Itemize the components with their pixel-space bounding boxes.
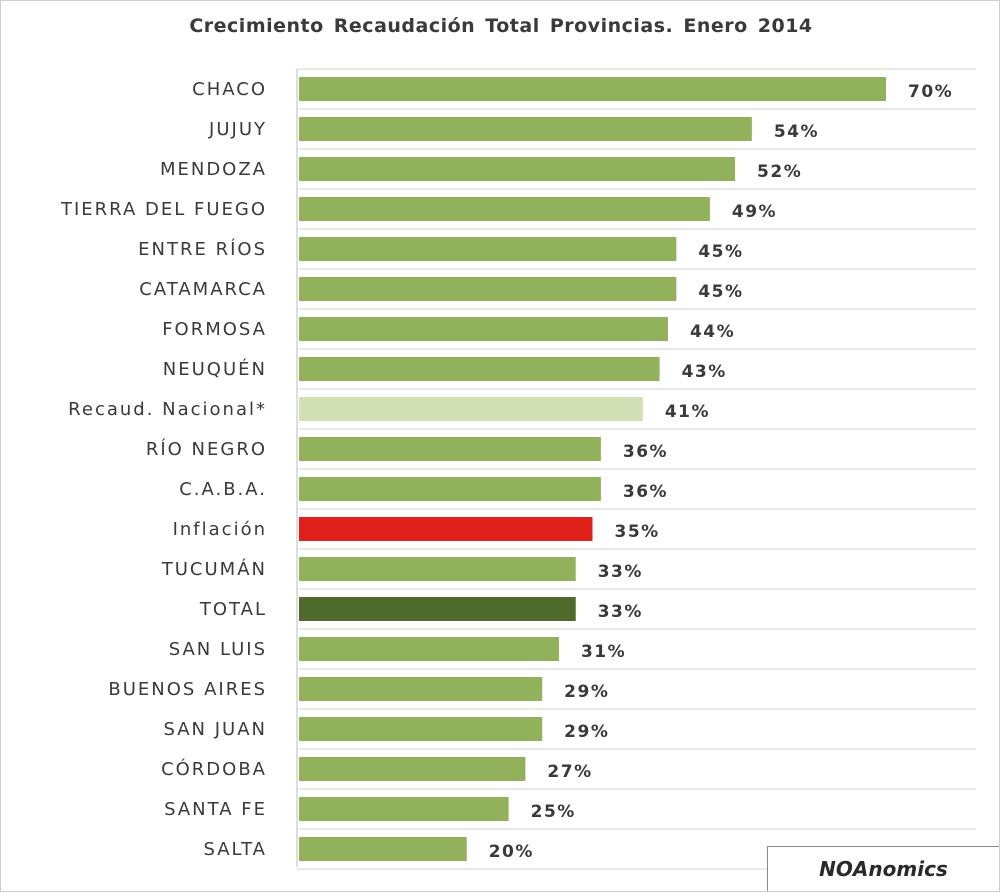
bar (299, 597, 576, 621)
bar-row: TUCUMÁN 33% (161, 557, 643, 582)
bar-row: CÓRDOBA 27% (161, 757, 592, 782)
bar (299, 477, 601, 501)
bar-row: CATAMARCA 45% (139, 277, 743, 302)
bar (299, 117, 752, 141)
category-label: NEUQUÉN (163, 358, 267, 380)
category-label: SALTA (203, 839, 267, 860)
bar (299, 197, 710, 221)
data-label: 49% (732, 202, 777, 222)
data-label: 70% (908, 82, 953, 102)
category-label: TOTAL (199, 599, 267, 620)
bar-row: ENTRE RÍOS 45% (138, 237, 743, 262)
category-label: FORMOSA (162, 319, 267, 340)
category-label: RÍO NEGRO (146, 438, 267, 460)
category-label: SAN LUIS (169, 639, 267, 660)
data-label: 44% (690, 322, 735, 342)
bar (299, 517, 593, 541)
data-label: 54% (774, 122, 819, 142)
bar-row: Recaud. Nacional* 41% (68, 397, 710, 422)
data-label: 31% (581, 642, 626, 662)
bar-row: NEUQUÉN 43% (163, 357, 727, 382)
bar (299, 717, 543, 741)
data-label: 33% (598, 602, 643, 622)
data-label: 41% (665, 402, 710, 422)
bar (299, 157, 736, 181)
data-label: 36% (623, 442, 668, 462)
data-label: 45% (698, 242, 743, 262)
category-label: Inflación (173, 519, 267, 540)
bar-row: MENDOZA 52% (160, 157, 802, 182)
bar (299, 557, 576, 581)
bar (299, 277, 677, 301)
category-label: JUJUY (208, 119, 267, 140)
bar-row: SAN JUAN 29% (163, 717, 609, 742)
data-label: 43% (682, 362, 727, 382)
bar-row: JUJUY 54% (208, 117, 819, 142)
bar-row: TOTAL 33% (199, 597, 643, 622)
data-label: 36% (623, 482, 668, 502)
bars: CHACO 70% JUJUY 54% MENDOZA 52% TIERRA DEL FUE… (60, 77, 953, 862)
bar-row: Inflación 35% (173, 517, 660, 542)
data-label: 25% (531, 802, 576, 822)
bar (299, 397, 643, 421)
category-label: SANTA FE (164, 799, 267, 820)
bar (299, 77, 886, 101)
category-label: Recaud. Nacional* (68, 399, 267, 420)
data-label: 20% (489, 842, 534, 862)
bar (299, 437, 601, 461)
bar (299, 237, 677, 261)
bar-row: C.A.B.A. 36% (179, 477, 668, 502)
data-label: 35% (615, 522, 660, 542)
bar (299, 797, 509, 821)
bar-row: TIERRA DEL FUEGO 49% (60, 197, 777, 222)
bar (299, 637, 559, 661)
bar (299, 357, 660, 381)
bar-row: SALTA 20% (203, 837, 534, 862)
data-label: 52% (757, 162, 802, 182)
bar (299, 317, 668, 341)
data-label: 33% (598, 562, 643, 582)
bar-row: BUENOS AIRES 29% (108, 677, 609, 702)
data-label: 27% (547, 762, 592, 782)
category-label: CÓRDOBA (161, 758, 267, 780)
chart-title: Crecimiento Recaudación Total Provincias… (189, 15, 813, 37)
category-label: TUCUMÁN (161, 558, 267, 580)
bar (299, 757, 526, 781)
category-label: SAN JUAN (163, 719, 267, 740)
gridlines (297, 68, 976, 870)
category-label: C.A.B.A. (179, 479, 267, 500)
category-label: MENDOZA (160, 159, 267, 180)
category-label: CATAMARCA (139, 279, 267, 300)
bar-row: SAN LUIS 31% (169, 637, 626, 662)
bar-row: FORMOSA 44% (162, 317, 735, 342)
category-label: CHACO (192, 79, 267, 100)
data-label: 29% (564, 682, 609, 702)
data-label: 29% (564, 722, 609, 742)
bar-row: SANTA FE 25% (164, 797, 576, 822)
data-label: 45% (698, 282, 743, 302)
bar (299, 837, 467, 861)
bar-row: RÍO NEGRO 36% (146, 437, 668, 462)
category-label: ENTRE RÍOS (138, 238, 267, 260)
bar (299, 677, 543, 701)
bar-row: CHACO 70% (192, 77, 953, 102)
category-label: BUENOS AIRES (108, 679, 267, 700)
brand-logo: NOAnomics (767, 846, 999, 891)
category-label: TIERRA DEL FUEGO (60, 199, 267, 220)
